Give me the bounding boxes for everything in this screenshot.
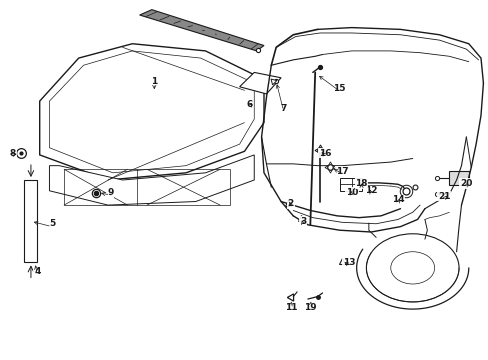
- Polygon shape: [448, 171, 468, 185]
- Text: 17: 17: [335, 167, 347, 176]
- Text: 2: 2: [287, 199, 293, 208]
- Text: 6: 6: [246, 100, 252, 109]
- Text: 10: 10: [345, 188, 357, 197]
- Text: 13: 13: [343, 258, 355, 267]
- Text: 18: 18: [355, 179, 367, 188]
- Text: 21: 21: [437, 192, 450, 201]
- Text: 15: 15: [333, 84, 345, 93]
- Text: 16: 16: [318, 149, 330, 158]
- Text: 8: 8: [10, 149, 16, 158]
- Text: 3: 3: [299, 217, 305, 226]
- Text: 5: 5: [49, 219, 55, 228]
- Text: 11: 11: [284, 303, 297, 312]
- Polygon shape: [339, 178, 361, 191]
- Polygon shape: [239, 72, 281, 94]
- Polygon shape: [40, 44, 264, 180]
- Text: 19: 19: [304, 303, 316, 312]
- Polygon shape: [140, 10, 264, 51]
- Text: 12: 12: [364, 186, 377, 195]
- Text: 1: 1: [151, 77, 157, 86]
- Polygon shape: [24, 180, 37, 262]
- Polygon shape: [49, 155, 254, 205]
- Text: 20: 20: [459, 179, 471, 188]
- Text: 7: 7: [280, 104, 286, 113]
- Text: 9: 9: [107, 188, 113, 197]
- Text: 14: 14: [391, 195, 404, 204]
- Text: 4: 4: [34, 267, 41, 276]
